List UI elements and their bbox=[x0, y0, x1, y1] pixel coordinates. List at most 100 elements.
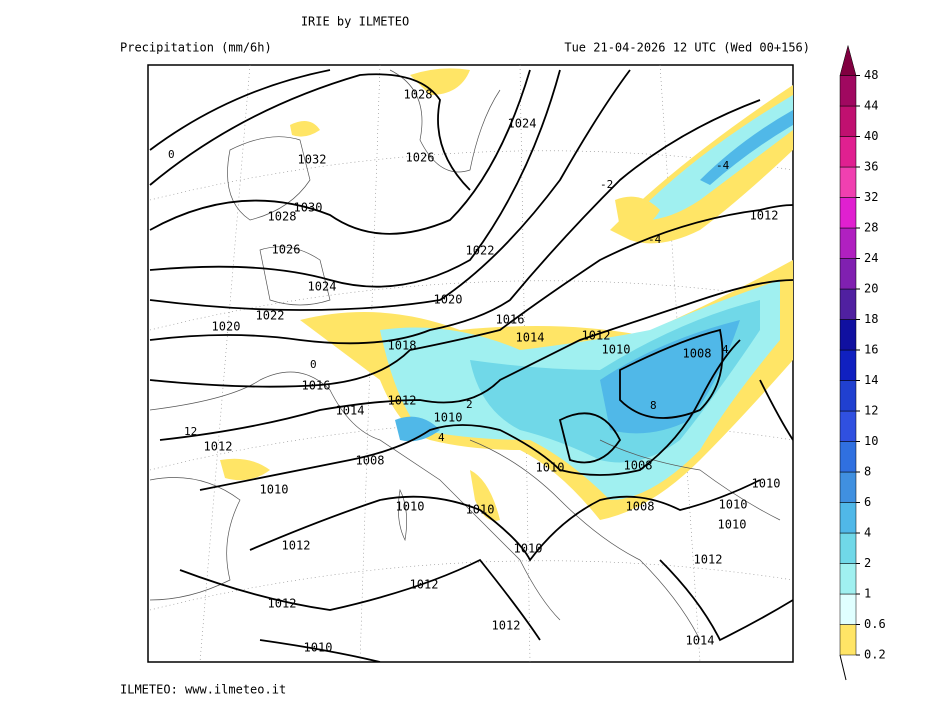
scale-box bbox=[839, 532, 857, 564]
isobar-label: 1010 bbox=[514, 542, 543, 556]
scale-box bbox=[839, 471, 857, 503]
scale-box bbox=[839, 380, 857, 412]
scale-box bbox=[839, 288, 857, 320]
isobar-label: 1030 bbox=[294, 201, 323, 215]
temperature-label: 0 bbox=[310, 358, 317, 371]
isobar-label: 1008 bbox=[356, 454, 385, 468]
scale-box bbox=[839, 441, 857, 473]
isobar-label: 1010 bbox=[466, 503, 495, 517]
scale-box bbox=[839, 624, 857, 656]
isobar-label: 1008 bbox=[624, 459, 653, 473]
scale-label: 2 bbox=[864, 556, 871, 570]
isobar-label: 1028 bbox=[404, 88, 433, 102]
isobar-label: 1010 bbox=[752, 477, 781, 491]
temperature-label: 12 bbox=[184, 425, 197, 438]
isobar-label: 1020 bbox=[212, 320, 241, 334]
scale-box bbox=[839, 197, 857, 229]
isobar-label: 1016 bbox=[302, 379, 331, 393]
scale-label: 8 bbox=[864, 465, 871, 479]
isobar-label: 1022 bbox=[466, 244, 495, 258]
temperature-label: 2 bbox=[466, 398, 473, 411]
scale-label: 24 bbox=[864, 251, 878, 265]
isobar-label: 1010 bbox=[718, 518, 747, 532]
scale-label: 32 bbox=[864, 190, 878, 204]
coastlines bbox=[149, 69, 781, 641]
run-time: Tue 21-04-2026 12 UTC (Wed 00+156) bbox=[564, 41, 810, 55]
temperature-label: -2 bbox=[600, 178, 613, 191]
temperature-label: 0 bbox=[168, 148, 175, 161]
temperature-labels: -2 -4 -4 0 0 4 4 2 8 12 bbox=[168, 148, 730, 444]
isobar-label: 1010 bbox=[602, 343, 631, 357]
isobar-label: 1012 bbox=[492, 619, 521, 633]
scale-label: 28 bbox=[864, 221, 878, 235]
subtitle: Precipitation (mm/6h) bbox=[120, 41, 272, 55]
isobar-label: 1012 bbox=[582, 329, 611, 343]
title: IRIE by ILMETEO bbox=[301, 15, 409, 29]
isobar-label: 1024 bbox=[308, 280, 337, 294]
footer: ILMETEO: www.ilmeteo.it bbox=[120, 683, 286, 697]
temperature-label: 4 bbox=[438, 431, 445, 444]
temperature-label: -4 bbox=[716, 159, 730, 172]
isobars bbox=[149, 69, 793, 662]
isobar-label: 1028 bbox=[268, 210, 297, 224]
isobar-label: 1014 bbox=[516, 331, 545, 345]
scale-label: 0.6 bbox=[864, 617, 886, 631]
isobar-label: 1014 bbox=[336, 404, 365, 418]
scale-box bbox=[839, 593, 857, 625]
isobar-label: 1012 bbox=[204, 440, 233, 454]
scale-label: 6 bbox=[864, 495, 871, 509]
isobar-label: 1032 bbox=[298, 153, 327, 167]
isobar-label: 1010 bbox=[719, 498, 748, 512]
isobar-label: 1012 bbox=[694, 553, 723, 567]
scale-arrow bbox=[839, 44, 857, 76]
isobar-label: 1012 bbox=[282, 539, 311, 553]
isobar-label: 1018 bbox=[388, 339, 417, 353]
scale-box bbox=[839, 563, 857, 595]
isobar-label: 1026 bbox=[406, 151, 435, 165]
scale-box bbox=[839, 349, 857, 381]
isobar-label: 1010 bbox=[434, 411, 463, 425]
isobar-label: 1012 bbox=[750, 209, 779, 223]
isobar-label: 1024 bbox=[508, 117, 537, 131]
isobar-label: 1012 bbox=[268, 597, 297, 611]
scale-box bbox=[839, 227, 857, 259]
scale-box bbox=[839, 319, 857, 351]
scale-box bbox=[839, 75, 857, 107]
isobar-label: 1026 bbox=[272, 243, 301, 257]
isobar-labels: 1028 1032 1026 1024 1030 1028 1026 1022 … bbox=[204, 88, 781, 655]
scale-label: 36 bbox=[864, 160, 878, 174]
scale-box bbox=[839, 136, 857, 168]
isobar-label: 1008 bbox=[626, 500, 655, 514]
isobar-label: 1020 bbox=[434, 293, 463, 307]
isobar-label: 1022 bbox=[256, 309, 285, 323]
map-layers: 1028 1032 1026 1024 1030 1028 1026 1022 … bbox=[149, 65, 793, 662]
map: 1028 1032 1026 1024 1030 1028 1026 1022 … bbox=[147, 64, 794, 663]
scale-label: 10 bbox=[864, 434, 878, 448]
isobar-label: 1014 bbox=[686, 634, 715, 648]
scale-box bbox=[839, 502, 857, 534]
scale-label: 40 bbox=[864, 129, 878, 143]
scale-tail bbox=[839, 654, 847, 681]
scale-box bbox=[839, 166, 857, 198]
temperature-label: 8 bbox=[650, 399, 657, 412]
isobar-label: 1012 bbox=[410, 578, 439, 592]
scale-label: 12 bbox=[864, 404, 878, 418]
scale-label: 20 bbox=[864, 282, 878, 296]
isobar-label: 1012 bbox=[388, 394, 417, 408]
scale-label: 16 bbox=[864, 343, 878, 357]
scale-box bbox=[839, 258, 857, 290]
scale-label: 0.2 bbox=[864, 648, 886, 662]
scale-label: 14 bbox=[864, 373, 878, 387]
temperature-label: 4 bbox=[722, 343, 729, 356]
scale-label: 18 bbox=[864, 312, 878, 326]
isobar-label: 1008 bbox=[683, 347, 712, 361]
isobar-label: 1010 bbox=[396, 500, 425, 514]
temperature-label: -4 bbox=[648, 233, 662, 246]
scale-label: 4 bbox=[864, 526, 871, 540]
isobar-label: 1010 bbox=[536, 461, 565, 475]
scale-label: 44 bbox=[864, 99, 878, 113]
isobar-label: 1016 bbox=[496, 313, 525, 327]
isobar-label: 1010 bbox=[260, 483, 289, 497]
